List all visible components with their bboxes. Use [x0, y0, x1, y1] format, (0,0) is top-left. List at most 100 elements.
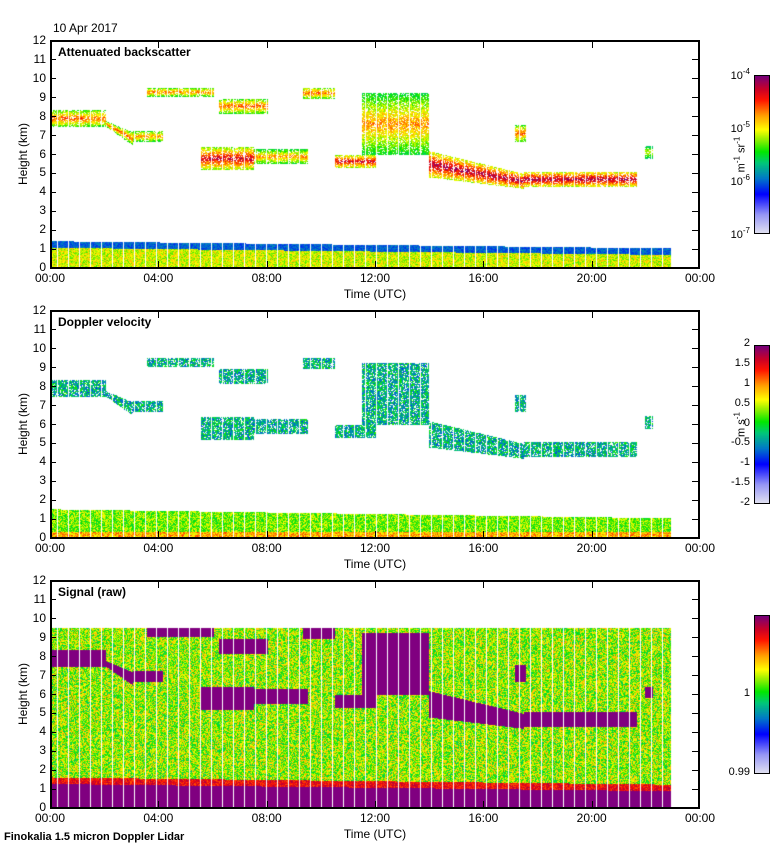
y-tick-right	[692, 97, 698, 99]
y-axis-title: Height (km)	[16, 122, 30, 185]
y-tick-right	[692, 807, 698, 809]
y-tick-label: 2	[39, 222, 46, 237]
y-tick-right	[692, 750, 698, 752]
footer-instrument-label: Finokalia 1.5 micron Doppler Lidar	[4, 831, 185, 843]
plot-panel-3: Signal (raw)	[50, 580, 700, 809]
y-tick-right	[692, 599, 698, 601]
x-axis-title: Time (UTC)	[343, 287, 407, 301]
y-tick-right	[692, 537, 698, 539]
y-tick	[50, 59, 56, 61]
y-tick-label: 9	[39, 629, 46, 644]
y-tick-right	[692, 172, 698, 174]
y-tick-label: 4	[39, 184, 46, 199]
y-tick	[50, 537, 56, 539]
y-tick-label: 4	[39, 724, 46, 739]
panel-title: Signal (raw)	[58, 585, 127, 599]
y-tick	[50, 78, 56, 80]
y-tick-label: 8	[39, 108, 46, 123]
y-tick-label: 2	[39, 762, 46, 777]
colorbar-gradient	[755, 346, 769, 503]
x-tick	[483, 801, 485, 807]
y-tick-right	[692, 248, 698, 250]
heatmap-canvas	[52, 582, 698, 807]
y-tick-label: 9	[39, 89, 46, 104]
colorbar-tick-label: 0	[743, 416, 750, 429]
date-label: 10 Apr 2017	[53, 21, 118, 35]
x-tick	[483, 261, 485, 267]
x-tick-label: 04:00	[143, 811, 174, 825]
colorbar-unit-label: m s-1	[732, 411, 748, 437]
colorbar-tick-label: 2	[743, 337, 750, 349]
y-tick	[50, 618, 56, 620]
y-tick-label: 2	[39, 492, 46, 507]
colorbar-tick-label: -2	[740, 496, 750, 508]
x-tick-label: 12:00	[359, 541, 391, 555]
x-tick-label: 08:00	[251, 271, 282, 285]
y-tick-right	[692, 461, 698, 463]
colorbar-tick-label: 10-4	[730, 67, 750, 82]
x-tick	[375, 261, 376, 267]
x-tick	[266, 801, 268, 807]
y-tick-label: 7	[39, 397, 46, 412]
y-tick-label: 1	[39, 781, 46, 796]
y-tick-right	[692, 480, 698, 482]
y-tick-label: 10	[32, 70, 46, 85]
x-tick-label: 00:00	[34, 271, 66, 285]
y-tick-right	[692, 656, 698, 658]
x-tick	[591, 531, 593, 537]
y-tick	[50, 191, 56, 193]
y-tick-label: 3	[39, 473, 46, 488]
x-tick-top	[483, 42, 485, 48]
y-tick	[50, 750, 56, 752]
y-tick	[50, 210, 56, 212]
y-tick	[50, 580, 56, 582]
y-tick-right	[692, 637, 698, 639]
y-tick-right	[692, 712, 698, 714]
colorbar	[754, 345, 770, 504]
y-tick	[50, 386, 56, 388]
y-tick	[50, 116, 56, 118]
x-tick-label: 00:00	[684, 541, 716, 555]
y-tick	[50, 788, 56, 790]
y-tick-right	[692, 386, 698, 388]
y-tick-label: 12	[32, 573, 46, 587]
heatmap-canvas	[52, 312, 698, 537]
x-tick-label: 20:00	[576, 271, 607, 285]
y-tick-right	[692, 329, 698, 331]
colorbar-tick-label: 10-7	[730, 226, 750, 241]
y-tick	[50, 248, 56, 250]
colorbar-tick-label: -1.5	[731, 476, 750, 489]
x-tick-label: 00:00	[684, 811, 716, 825]
x-tick-top	[483, 582, 485, 588]
y-tick-label: 6	[39, 416, 46, 431]
y-tick-right	[692, 348, 698, 350]
y-tick	[50, 97, 56, 99]
y-tick	[50, 229, 56, 231]
y-tick-label: 10	[32, 610, 46, 625]
y-tick-label: 6	[39, 146, 46, 161]
y-tick-right	[692, 367, 698, 369]
x-tick	[266, 261, 268, 267]
y-tick-label: 11	[33, 591, 46, 606]
y-tick	[50, 461, 56, 463]
y-tick	[50, 172, 56, 174]
y-tick-label: 11	[33, 321, 46, 336]
x-tick-top	[375, 312, 376, 318]
y-tick-right	[692, 40, 698, 42]
y-tick	[50, 310, 56, 312]
x-tick-label: 12:00	[359, 811, 391, 825]
y-tick-right	[692, 694, 698, 695]
y-tick-right	[692, 154, 698, 155]
y-tick-right	[692, 580, 698, 582]
x-axis-title: Time (UTC)	[343, 827, 407, 841]
y-tick	[50, 135, 56, 137]
colorbar-tick-label: 0.99	[728, 766, 750, 778]
colorbar-tick-label: 1	[743, 686, 750, 699]
x-tick-top	[591, 312, 593, 318]
y-tick-right	[692, 405, 698, 407]
x-tick-top	[591, 42, 593, 48]
x-tick-top	[483, 312, 485, 318]
x-tick-top	[158, 582, 160, 588]
x-tick-top	[266, 42, 268, 48]
colorbar-tick-label: 10-5	[730, 119, 750, 135]
